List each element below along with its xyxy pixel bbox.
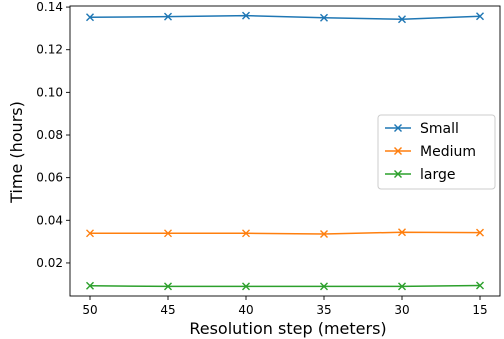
y-tick-label: 0.02 — [36, 256, 63, 270]
y-tick-label: 0.08 — [36, 128, 63, 142]
data-point-medium — [398, 228, 406, 237]
marker-stroke — [242, 282, 250, 291]
marker-stroke — [398, 15, 406, 24]
data-point-medium — [320, 229, 328, 238]
marker-stroke — [320, 229, 328, 238]
data-point-large — [398, 282, 406, 291]
y-tick-label: 0.10 — [36, 85, 63, 99]
series-line-medium — [90, 231, 481, 235]
marker-stroke — [394, 124, 402, 132]
series-large — [86, 281, 484, 291]
marker-stroke — [320, 282, 328, 291]
data-point-small — [476, 12, 484, 21]
data-point-small — [242, 11, 250, 20]
marker-stroke — [398, 228, 406, 237]
data-point-large — [242, 282, 250, 291]
data-point-small — [320, 13, 328, 22]
series-medium — [86, 228, 484, 238]
legend-marker — [394, 147, 402, 155]
plot-area — [86, 11, 484, 291]
marker-stroke — [394, 170, 402, 178]
legend-item-medium: Medium — [385, 144, 476, 160]
y-tick-label: 0.06 — [36, 171, 63, 185]
x-tick-label: 35 — [316, 303, 331, 317]
x-tick-label: 40 — [238, 303, 253, 317]
x-tick-label: 30 — [394, 303, 409, 317]
series-line-large — [89, 284, 481, 288]
marker-stroke — [86, 13, 94, 22]
x-tick-label: 50 — [82, 303, 97, 317]
y-tick-label: 0.12 — [36, 43, 63, 57]
x-tick-label: 15 — [472, 303, 487, 317]
marker-stroke — [242, 229, 250, 238]
y-axis-label: Time (hours) — [7, 101, 26, 204]
series-small — [86, 11, 484, 24]
marker-stroke — [476, 228, 484, 237]
y-tick-label: 0.14 — [36, 0, 63, 14]
data-point-large — [86, 281, 94, 290]
series-line-small — [89, 14, 481, 20]
marker-stroke — [164, 12, 172, 21]
data-point-medium — [86, 229, 94, 238]
legend-label-small: Small — [420, 121, 459, 137]
axes: 50 45 40 35 30 15 0.02 0.04 0.06 0.08 0.10 0.12 0.14 — [36, 0, 501, 317]
marker-stroke — [164, 229, 172, 238]
data-point-small — [398, 15, 406, 24]
marker-stroke — [394, 147, 402, 155]
data-point-large — [164, 282, 172, 291]
marker-stroke — [164, 282, 172, 291]
marker-stroke — [86, 229, 94, 238]
data-point-medium — [476, 228, 484, 237]
marker-stroke — [86, 281, 94, 290]
legend-marker — [394, 170, 402, 178]
data-point-large — [476, 281, 484, 290]
legend-item-small: Small — [385, 121, 459, 137]
marker-stroke — [398, 282, 406, 291]
legend-label-large: large — [420, 167, 455, 183]
data-point-small — [86, 13, 94, 22]
x-tick-label: 45 — [160, 303, 175, 317]
legend-item-large: large — [385, 167, 455, 183]
marker-stroke — [476, 12, 484, 21]
y-tick-label: 0.04 — [36, 213, 63, 227]
marker-stroke — [320, 13, 328, 22]
marker-stroke — [476, 281, 484, 290]
axes-frame — [69, 5, 501, 297]
data-point-large — [320, 282, 328, 291]
legend: Small Medium large — [377, 114, 496, 190]
x-axis-label: Resolution step (meters) — [189, 319, 386, 338]
legend-box — [377, 114, 496, 190]
legend-marker — [394, 124, 402, 132]
data-point-medium — [242, 229, 250, 238]
legend-label-medium: Medium — [420, 144, 476, 160]
data-point-small — [164, 12, 172, 21]
data-point-medium — [164, 229, 172, 238]
marker-stroke — [242, 11, 250, 20]
